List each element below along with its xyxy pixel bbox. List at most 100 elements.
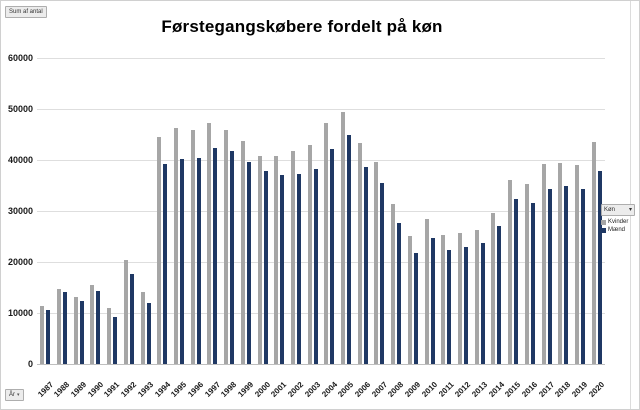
- y-tick-label-60000: 60000: [7, 53, 33, 63]
- bar-2009-mænd: [413, 252, 418, 364]
- bar-2010-mænd: [430, 237, 435, 364]
- bar-2015-kvinder: [508, 180, 513, 364]
- legend-item-kvinder: Kvinder: [601, 219, 635, 225]
- bar-2016-mænd: [530, 202, 535, 364]
- gridline-60000: [37, 58, 605, 59]
- y-tick-label-40000: 40000: [7, 155, 33, 165]
- x-tick-label-2019: 2019: [570, 380, 590, 399]
- plot-area: [37, 58, 605, 364]
- x-tick-label-2014: 2014: [486, 380, 506, 399]
- x-tick-label-1999: 1999: [236, 380, 256, 399]
- x-axis-line: [37, 364, 605, 365]
- pivot-values-field-label: Sum af antal: [9, 9, 43, 15]
- bar-2010-kvinder: [424, 219, 429, 364]
- pivot-values-field-button[interactable]: Sum af antal: [5, 6, 47, 18]
- bar-2002-mænd: [296, 173, 301, 364]
- bar-1994-mænd: [163, 164, 168, 364]
- bar-2005-mænd: [347, 134, 352, 364]
- bar-2020-mænd: [597, 171, 602, 364]
- bar-1991-kvinder: [107, 308, 112, 364]
- x-tick-label-2011: 2011: [437, 380, 456, 399]
- bar-2006-mænd: [363, 167, 368, 364]
- bar-1987-mænd: [46, 310, 51, 364]
- pivot-axis-field-button[interactable]: År ▾: [5, 389, 24, 401]
- x-tick-label-2012: 2012: [453, 380, 473, 399]
- legend-field-label: Køn: [604, 207, 616, 213]
- bar-1998-mænd: [230, 150, 235, 364]
- bar-2003-mænd: [313, 169, 318, 364]
- chevron-down-icon: ▾: [17, 392, 20, 398]
- bar-2016-kvinder: [524, 184, 529, 364]
- x-tick-label-2015: 2015: [503, 380, 523, 399]
- x-tick-label-2010: 2010: [420, 380, 439, 399]
- chevron-down-icon: ▾: [628, 207, 632, 213]
- x-tick-label-2007: 2007: [369, 380, 389, 399]
- bar-2000-kvinder: [257, 156, 262, 364]
- x-tick-label-1998: 1998: [219, 380, 239, 399]
- bar-1999-mænd: [246, 161, 251, 364]
- bar-1997-mænd: [213, 148, 218, 364]
- bar-1993-mænd: [146, 302, 151, 364]
- x-tick-label-2009: 2009: [403, 380, 423, 399]
- bar-1999-kvinder: [240, 141, 245, 364]
- x-tick-label-1987: 1987: [35, 380, 55, 399]
- x-tick-label-2004: 2004: [319, 380, 339, 399]
- bar-1994-kvinder: [157, 136, 162, 364]
- bar-1990-kvinder: [90, 284, 95, 364]
- bar-2013-mænd: [480, 243, 485, 364]
- legend-label-kvinder: Kvinder: [608, 219, 629, 225]
- bar-2001-mænd: [280, 175, 285, 364]
- legend-field-button[interactable]: Køn ▾: [601, 204, 635, 216]
- x-tick-label-1990: 1990: [85, 380, 105, 399]
- bar-2017-mænd: [547, 188, 552, 364]
- legend-item-maend: Mænd: [601, 227, 635, 233]
- bar-2006-kvinder: [357, 143, 362, 364]
- bar-2011-kvinder: [441, 235, 446, 364]
- x-tick-label-1997: 1997: [202, 380, 222, 399]
- bar-2009-kvinder: [407, 236, 412, 364]
- pivot-axis-field-label: År: [9, 392, 15, 398]
- bar-2018-mænd: [564, 186, 569, 364]
- gridline-50000: [37, 109, 605, 110]
- bar-2002-kvinder: [290, 151, 295, 364]
- y-tick-label-10000: 10000: [7, 308, 33, 318]
- x-tick-label-1995: 1995: [169, 380, 189, 399]
- x-tick-label-2003: 2003: [303, 380, 323, 399]
- chart-title: Førstegangskøbere fordelt på køn: [161, 17, 443, 36]
- x-tick-label-2000: 2000: [252, 380, 272, 399]
- x-tick-label-2013: 2013: [470, 380, 490, 399]
- gridline-10000: [37, 313, 605, 314]
- y-tick-label-20000: 20000: [7, 257, 33, 267]
- bar-2012-mænd: [464, 246, 468, 364]
- bar-1992-mænd: [129, 273, 134, 364]
- bar-1995-mænd: [180, 158, 184, 364]
- x-tick-label-1996: 1996: [186, 380, 206, 399]
- bar-2000-mænd: [263, 171, 268, 364]
- bar-2013-kvinder: [474, 229, 479, 364]
- bar-1990-mænd: [96, 291, 101, 364]
- bar-1998-kvinder: [224, 130, 229, 364]
- bar-1989-kvinder: [73, 296, 78, 364]
- bar-2018-kvinder: [558, 163, 563, 364]
- x-tick-label-2020: 2020: [587, 380, 607, 399]
- bar-1993-kvinder: [140, 292, 145, 364]
- bar-1989-mænd: [79, 300, 84, 364]
- x-tick-label-1992: 1992: [119, 380, 139, 399]
- bar-2012-kvinder: [458, 233, 462, 364]
- bar-2014-kvinder: [491, 212, 496, 364]
- x-tick-label-2018: 2018: [553, 380, 573, 399]
- bar-2019-kvinder: [574, 165, 579, 364]
- bar-2008-mænd: [397, 222, 402, 364]
- bar-1991-mænd: [113, 317, 118, 364]
- legend-swatch-kvinder: [601, 219, 606, 225]
- bar-2007-mænd: [380, 183, 385, 364]
- bar-1996-mænd: [196, 157, 201, 364]
- bar-2014-mænd: [497, 226, 502, 364]
- bar-2011-mænd: [447, 249, 452, 364]
- x-tick-label-1988: 1988: [52, 380, 72, 399]
- bar-1988-kvinder: [57, 288, 62, 364]
- bar-2019-mænd: [580, 189, 585, 364]
- bar-2004-kvinder: [324, 122, 329, 364]
- x-axis: 1987 1988 1989 1990 1991 1992 1993 1994 1995 1996…: [35, 366, 607, 406]
